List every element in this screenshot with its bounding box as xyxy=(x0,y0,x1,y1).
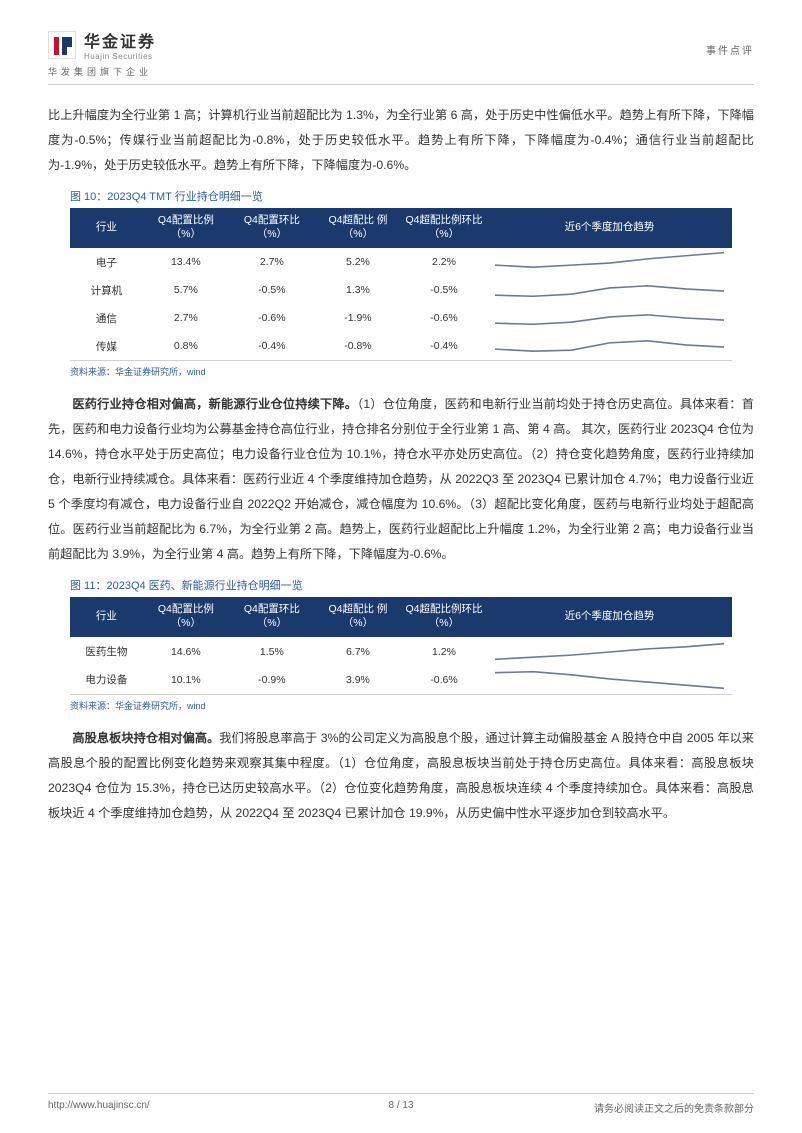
row-industry: 计算机 xyxy=(70,276,143,304)
table-row: 电力设备10.1%-0.9%3.9%-0.6% xyxy=(70,666,732,695)
table-row: 通信2.7%-0.6%-1.9%-0.6% xyxy=(70,304,732,332)
row-value: 13.4% xyxy=(143,248,229,277)
row-value: -0.8% xyxy=(315,332,401,361)
table-row: 传媒0.8%-0.4%-0.8%-0.4% xyxy=(70,332,732,361)
footer-url: http://www.huajinsc.cn/ xyxy=(48,1100,150,1115)
row-industry: 电力设备 xyxy=(70,666,143,695)
row-value: 2.7% xyxy=(229,248,315,277)
para2-rest: （1）仓位角度，医药和电新行业当前均处于持仓历史高位。具体来看：首先，医药和电力… xyxy=(48,397,754,561)
fig11-table: 行业 Q4配置比例 （%） Q4配置环比 （%） Q4超配比 例（%） Q4超配… xyxy=(70,597,732,694)
row-sparkline xyxy=(487,304,732,332)
table-row: 医药生物14.6%1.5%6.7%1.2% xyxy=(70,637,732,666)
row-sparkline xyxy=(487,276,732,304)
row-value: -0.4% xyxy=(401,332,487,361)
row-value: -0.4% xyxy=(229,332,315,361)
row-value: 14.6% xyxy=(143,637,229,666)
fig10-h6: 近6个季度加仓趋势 xyxy=(487,208,732,248)
row-industry: 电子 xyxy=(70,248,143,277)
table-row: 电子13.4%2.7%5.2%2.2% xyxy=(70,248,732,277)
table-row: 计算机5.7%-0.5%1.3%-0.5% xyxy=(70,276,732,304)
page-footer: http://www.huajinsc.cn/ 8 / 13 请务必阅读正文之后… xyxy=(48,1093,754,1115)
fig11-h2: Q4配置比例 （%） xyxy=(143,597,229,637)
row-value: -0.6% xyxy=(229,304,315,332)
row-value: -0.6% xyxy=(401,304,487,332)
row-industry: 医药生物 xyxy=(70,637,143,666)
row-value: 5.7% xyxy=(143,276,229,304)
logo-area: 华金证券 Huajin Securities 华发集团旗下企业 xyxy=(48,28,156,78)
row-value: 1.3% xyxy=(315,276,401,304)
fig11-caption: 图 11：2023Q4 医药、新能源行业持仓明细一览 xyxy=(70,577,754,593)
row-industry: 通信 xyxy=(70,304,143,332)
fig11-h6: 近6个季度加仓趋势 xyxy=(487,597,732,637)
row-value: 1.2% xyxy=(401,637,487,666)
row-value: 3.9% xyxy=(315,666,401,695)
para2-lead: 医药行业持仓相对偏高，新能源行业仓位持续下降。 xyxy=(72,397,357,411)
row-value: 1.5% xyxy=(229,637,315,666)
footer-page: 8 / 13 xyxy=(388,1100,413,1111)
row-sparkline xyxy=(487,332,732,361)
fig10-h4: Q4超配比 例（%） xyxy=(315,208,401,248)
fig11-h5: Q4超配比例环比 （%） xyxy=(401,597,487,637)
page-header: 华金证券 Huajin Securities 华发集团旗下企业 事件点评 xyxy=(48,28,754,85)
footer-disclaimer: 请务必阅读正文之后的免责条款部分 xyxy=(594,1100,754,1115)
row-value: -0.5% xyxy=(401,276,487,304)
fig11-source: 资料来源：华金证券研究所，wind xyxy=(70,699,754,712)
para3-lead: 高股息板块持仓相对偏高。 xyxy=(72,731,219,745)
fig10-table: 行业 Q4配置比例 （%） Q4配置环比 （%） Q4超配比 例（%） Q4超配… xyxy=(70,208,732,361)
paragraph-1: 比上升幅度为全行业第 1 高；计算机行业当前超配比为 1.3%，为全行业第 6 … xyxy=(48,103,754,178)
row-value: -1.9% xyxy=(315,304,401,332)
fig10-source: 资料来源：华金证券研究所，wind xyxy=(70,365,754,378)
fig11-h3: Q4配置环比 （%） xyxy=(229,597,315,637)
row-industry: 传媒 xyxy=(70,332,143,361)
fig11-h4: Q4超配比 例（%） xyxy=(315,597,401,637)
row-value: 6.7% xyxy=(315,637,401,666)
row-value: -0.5% xyxy=(229,276,315,304)
company-name-en: Huajin Securities xyxy=(84,52,156,61)
fig10-h5: Q4超配比例环比 （%） xyxy=(401,208,487,248)
fig10-caption: 图 10：2023Q4 TMT 行业持仓明细一览 xyxy=(70,188,754,204)
fig11-h1: 行业 xyxy=(70,597,143,637)
fig10-h2: Q4配置比例 （%） xyxy=(143,208,229,248)
row-value: -0.6% xyxy=(401,666,487,695)
row-sparkline xyxy=(487,248,732,277)
row-value: 10.1% xyxy=(143,666,229,695)
doc-type-label: 事件点评 xyxy=(706,42,754,57)
paragraph-3: 高股息板块持仓相对偏高。我们将股息率高于 3%的公司定义为高股息个股，通过计算主… xyxy=(48,726,754,826)
row-value: 0.8% xyxy=(143,332,229,361)
row-value: 5.2% xyxy=(315,248,401,277)
logo-icon xyxy=(48,31,76,59)
paragraph-2: 医药行业持仓相对偏高，新能源行业仓位持续下降。（1）仓位角度，医药和电新行业当前… xyxy=(48,392,754,567)
row-sparkline xyxy=(487,637,732,666)
fig10-h3: Q4配置环比 （%） xyxy=(229,208,315,248)
row-sparkline xyxy=(487,666,732,695)
row-value: -0.9% xyxy=(229,666,315,695)
company-name-cn: 华金证券 xyxy=(84,28,156,52)
subsidiary-label: 华发集团旗下企业 xyxy=(48,65,156,78)
row-value: 2.2% xyxy=(401,248,487,277)
row-value: 2.7% xyxy=(143,304,229,332)
fig10-h1: 行业 xyxy=(70,208,143,248)
